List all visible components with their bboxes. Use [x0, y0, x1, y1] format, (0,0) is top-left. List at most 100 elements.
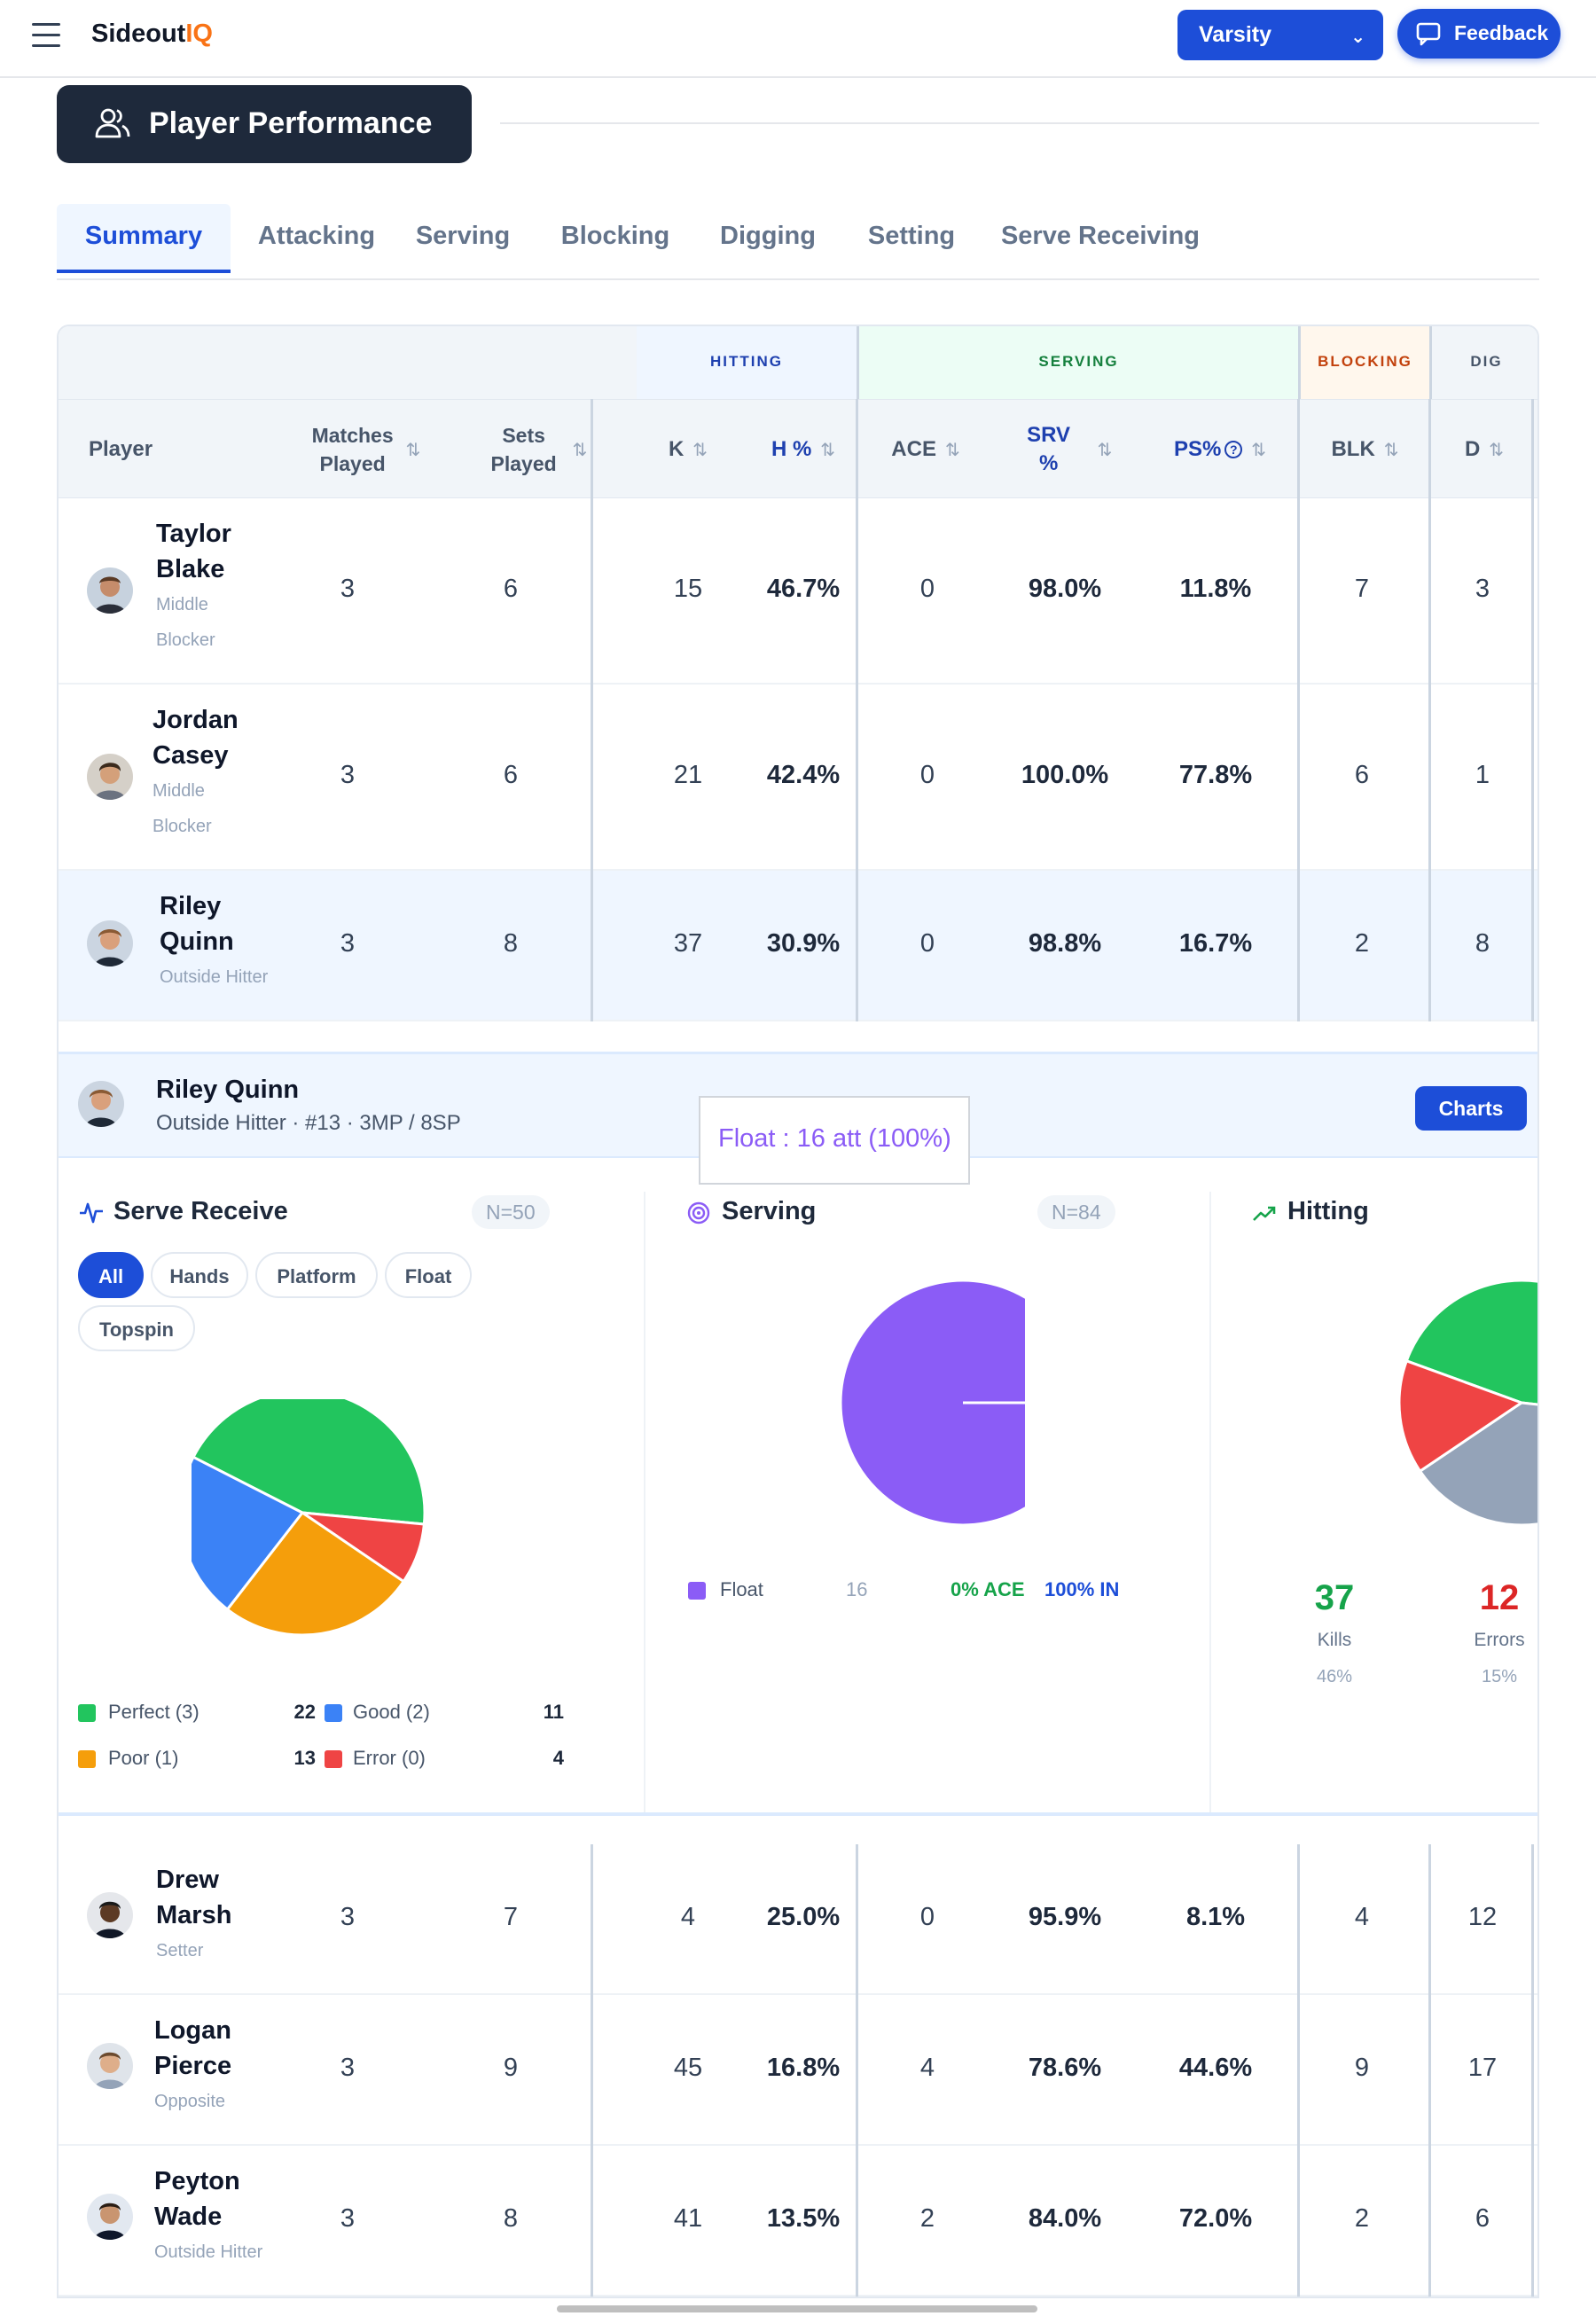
- cell-srv-pct: 84.0%: [1028, 2204, 1102, 2233]
- filter-float[interactable]: Float: [385, 1252, 472, 1298]
- legend-swatch-float: [688, 1582, 706, 1600]
- brand-logo[interactable]: SideoutIQ: [91, 20, 213, 48]
- tab-setting[interactable]: Setting: [867, 222, 956, 250]
- table-row[interactable]: Peyton Wade Outside Hitter 3 8 41 13.5% 2 …: [59, 2146, 1537, 2297]
- chat-bubble-icon: [1416, 22, 1441, 46]
- errors-label: Errors: [1474, 1630, 1525, 1650]
- col-player[interactable]: Player: [88, 437, 153, 461]
- col-ps-pct[interactable]: PS%? ⇅: [1173, 437, 1267, 461]
- group-header-serving: SERVING: [857, 326, 1298, 399]
- avatar: [87, 1892, 133, 1938]
- errors-pct: 15%: [1481, 1667, 1518, 1686]
- cell-blk: 9: [1354, 2054, 1370, 2082]
- cell-sets: 7: [503, 1903, 519, 1931]
- help-icon: ?: [1224, 441, 1243, 458]
- pie-slice-other[interactable]: [1418, 1401, 1539, 1527]
- activity-icon: [80, 1202, 103, 1224]
- tab-summary[interactable]: Summary: [57, 204, 231, 273]
- cell-k: 37: [673, 929, 703, 958]
- cell-k: 21: [673, 761, 703, 789]
- cell-matches: 3: [340, 575, 356, 603]
- pie-slice-kills[interactable]: [1404, 1279, 1539, 1417]
- tab-attacking[interactable]: Attacking: [257, 222, 376, 250]
- cell-blk: 6: [1354, 761, 1370, 789]
- pie-slice-perfect[interactable]: [192, 1399, 426, 1526]
- team-select[interactable]: Varsity ⌄: [1177, 10, 1383, 60]
- legend-value-error: 4: [552, 1747, 564, 1769]
- table-row[interactable]: Drew Marsh Setter 3 7 4 25.0% 0 95.9% 8.1%…: [59, 1844, 1537, 1995]
- player-position: Setter: [156, 1941, 204, 1960]
- player-position-2: Blocker: [156, 630, 215, 650]
- table-row[interactable]: Jordan Casey Middle Blocker 3 6 21 42.4% 0 …: [59, 685, 1537, 871]
- col-matches-played[interactable]: Matches Played ⇅: [311, 424, 421, 475]
- cell-ace: 4: [919, 2054, 935, 2082]
- legend-value-good: 11: [543, 1701, 564, 1723]
- cell-ace: 0: [919, 575, 935, 603]
- serve-receive-count: N=50: [472, 1195, 550, 1229]
- col-h-pct[interactable]: H % ⇅: [771, 437, 836, 461]
- tab-serving[interactable]: Serving: [415, 222, 511, 250]
- legend-swatch-poor: [78, 1750, 96, 1768]
- tab-digging[interactable]: Digging: [720, 222, 816, 250]
- cell-h-pct: 16.8%: [766, 2054, 841, 2082]
- filter-all[interactable]: All: [78, 1252, 144, 1298]
- legend-label-perfect: Perfect (3): [108, 1701, 200, 1723]
- legend-label-good: Good (2): [353, 1701, 430, 1723]
- group-divider: [856, 399, 858, 1021]
- page-title: Player Performance: [57, 85, 472, 163]
- panel-divider: [1209, 1192, 1211, 1812]
- feedback-button[interactable]: Feedback: [1397, 9, 1561, 59]
- filter-platform[interactable]: Platform: [255, 1252, 378, 1298]
- group-header-blocking: BLOCKING: [1298, 326, 1429, 399]
- serving-title: Serving: [722, 1197, 817, 1225]
- cell-matches: 3: [340, 2054, 356, 2082]
- pie-slice-poor[interactable]: [225, 1510, 406, 1637]
- cell-d: 3: [1475, 575, 1490, 603]
- sort-icon: ⇅: [820, 440, 836, 460]
- col-blk[interactable]: BLK ⇅: [1331, 437, 1399, 461]
- panel-divider: [644, 1192, 645, 1812]
- cell-srv-pct: 95.9%: [1028, 1903, 1102, 1931]
- col-srv-pct[interactable]: SRV % ⇅: [1027, 423, 1113, 475]
- cell-d: 6: [1475, 2204, 1490, 2233]
- col-k[interactable]: K ⇅: [668, 437, 708, 461]
- kills-pct: 46%: [1316, 1667, 1353, 1686]
- group-divider: [1297, 1844, 1300, 2297]
- pie-slice-float[interactable]: [839, 1279, 1025, 1527]
- sort-icon: ⇅: [1383, 440, 1399, 460]
- target-icon: [687, 1201, 710, 1225]
- cell-matches: 3: [340, 761, 356, 789]
- tab-serve-receiving[interactable]: Serve Receiving: [1000, 222, 1201, 250]
- table-row-selected[interactable]: Riley Quinn Outside Hitter 3 8 37 30.9% 0 …: [59, 871, 1537, 1021]
- group-header-blank: [59, 326, 637, 399]
- avatar: [87, 754, 133, 800]
- group-divider: [591, 1844, 593, 2297]
- detail-player-name: Riley Quinn: [156, 1076, 300, 1104]
- horizontal-scrollbar[interactable]: [557, 2305, 1037, 2312]
- player-position: Opposite: [154, 2092, 226, 2111]
- table-row[interactable]: Logan Pierce Opposite 3 9 45 16.8% 4 78.6%…: [59, 1995, 1537, 2146]
- menu-icon[interactable]: [32, 23, 60, 48]
- group-divider: [1428, 1844, 1431, 2297]
- player-first-name: Drew: [156, 1866, 219, 1894]
- col-sets-played[interactable]: Sets Played ⇅: [490, 424, 588, 475]
- avatar: [87, 920, 133, 966]
- player-first-name: Jordan: [153, 706, 239, 734]
- filter-hands[interactable]: Hands: [151, 1252, 248, 1298]
- cell-k: 15: [673, 575, 703, 603]
- cell-blk: 2: [1354, 2204, 1370, 2233]
- col-d[interactable]: D ⇅: [1464, 437, 1505, 461]
- group-header-hitting: HITTING: [637, 326, 857, 399]
- col-ace[interactable]: ACE ⇅: [891, 437, 960, 461]
- group-divider: [1428, 399, 1431, 1021]
- filter-topspin[interactable]: Topspin: [78, 1305, 195, 1351]
- pie-slice-errors[interactable]: [1397, 1358, 1525, 1474]
- cell-sets: 6: [503, 761, 519, 789]
- table-row[interactable]: Taylor Blake Middle Blocker 3 6 15 46.7% 0 …: [59, 498, 1537, 685]
- charts-button[interactable]: Charts: [1415, 1086, 1527, 1131]
- group-divider: [591, 399, 593, 1021]
- tab-blocking[interactable]: Blocking: [560, 222, 670, 250]
- pie-slice-good[interactable]: [192, 1455, 305, 1612]
- cell-k: 41: [673, 2204, 703, 2233]
- cell-ace: 0: [919, 761, 935, 789]
